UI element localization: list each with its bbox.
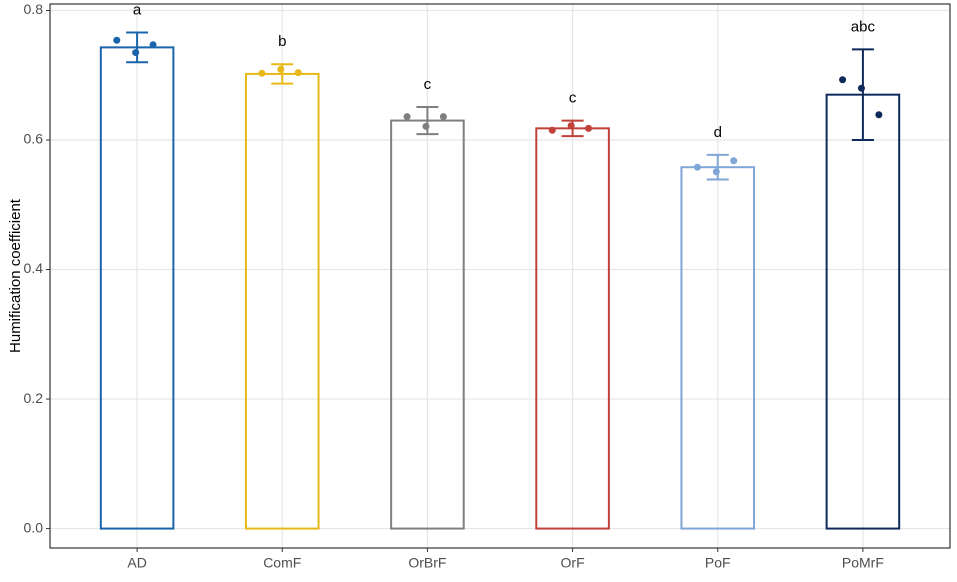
data-point — [277, 65, 285, 73]
x-tick-label: ComF — [263, 555, 301, 571]
data-point — [439, 113, 447, 121]
data-point — [712, 168, 720, 176]
y-tick-label: 0.8 — [24, 1, 44, 17]
error-bar — [416, 105, 439, 136]
significance-label: b — [278, 33, 286, 50]
data-point — [693, 163, 701, 171]
data-point — [149, 41, 157, 49]
x-tick-label: OrBrF — [408, 555, 446, 571]
data-point — [548, 126, 556, 134]
y-tick-label: 0.0 — [24, 519, 44, 535]
data-point — [294, 69, 302, 77]
significance-label: d — [714, 124, 722, 141]
y-tick-label: 0.2 — [24, 390, 44, 406]
plot-border — [49, 3, 951, 549]
x-tick-label: AD — [127, 555, 146, 571]
error-bar — [126, 31, 149, 64]
y-axis-label: Humification coefficient — [7, 198, 24, 353]
data-point — [403, 113, 411, 121]
data-point — [113, 36, 121, 44]
data-point — [875, 111, 883, 119]
error-bar — [706, 153, 729, 181]
y-tick-label: 0.6 — [24, 131, 44, 147]
error-bar — [851, 48, 874, 141]
data-point — [258, 69, 266, 77]
significance-label: c — [569, 90, 577, 107]
data-point — [839, 76, 847, 84]
data-point — [585, 124, 593, 132]
significance-label: c — [424, 76, 432, 93]
significance-label: abc — [851, 18, 876, 35]
significance-label: a — [133, 1, 142, 18]
data-point — [857, 84, 865, 92]
data-point — [730, 157, 738, 165]
data-point — [422, 122, 430, 130]
x-tick-label: PoF — [705, 555, 731, 571]
plot-background — [50, 4, 950, 548]
data-point — [567, 122, 575, 130]
y-tick-label: 0.4 — [24, 260, 44, 276]
x-tick-label: PoMrF — [842, 555, 884, 571]
x-tick-label: OrF — [561, 555, 585, 571]
data-point — [132, 49, 140, 57]
